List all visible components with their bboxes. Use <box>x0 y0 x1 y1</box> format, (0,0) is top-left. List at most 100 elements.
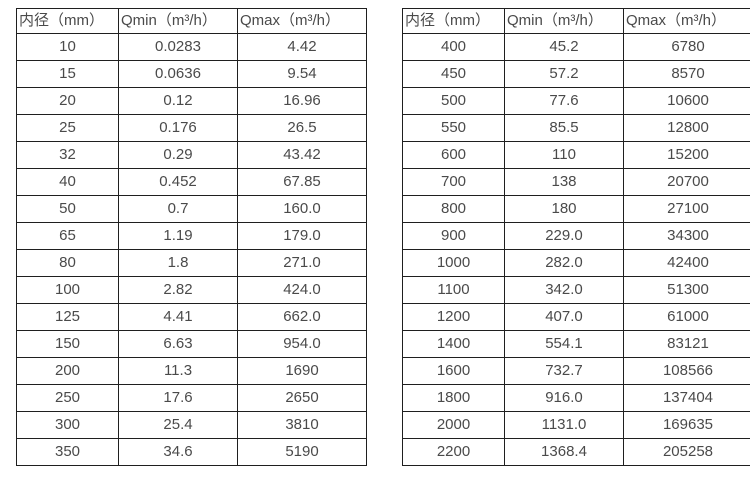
qmax-cell: 1690 <box>237 357 367 385</box>
qmax-cell: 61000 <box>623 303 750 331</box>
qmax-cell: 12800 <box>623 114 750 142</box>
diameter-cell: 500 <box>402 87 505 115</box>
diameter-cell: 15 <box>16 60 119 88</box>
diameter-cell: 600 <box>402 141 505 169</box>
diameter-cell: 2000 <box>402 411 505 439</box>
qmin-cell: 17.6 <box>118 384 238 412</box>
qmin-cell: 554.1 <box>504 330 624 358</box>
qmin-cell: 57.2 <box>504 60 624 88</box>
diameter-column-header: 内径（mm） <box>402 8 505 34</box>
table-row: 700 138 20700 <box>402 168 750 196</box>
qmin-cell: 85.5 <box>504 114 624 142</box>
diameter-cell: 1600 <box>402 357 505 385</box>
diameter-cell: 20 <box>16 87 119 115</box>
qmax-cell: 15200 <box>623 141 750 169</box>
table-row: 300 25.4 3810 <box>16 411 367 439</box>
table-row: 2000 1131.0 169635 <box>402 411 750 439</box>
qmax-cell: 108566 <box>623 357 750 385</box>
diameter-cell: 1100 <box>402 276 505 304</box>
table-row: 2200 1368.4 205258 <box>402 438 750 466</box>
qmin-cell: 0.7 <box>118 195 238 223</box>
qmax-cell: 2650 <box>237 384 367 412</box>
diameter-cell: 32 <box>16 141 119 169</box>
qmax-cell: 424.0 <box>237 276 367 304</box>
table-row: 800 180 27100 <box>402 195 750 223</box>
qmax-column-header: Qmax（m³/h） <box>237 8 367 34</box>
table-row: 80 1.8 271.0 <box>16 249 367 277</box>
qmin-cell: 229.0 <box>504 222 624 250</box>
qmax-cell: 27100 <box>623 195 750 223</box>
qmin-cell: 342.0 <box>504 276 624 304</box>
qmin-cell: 0.452 <box>118 168 238 196</box>
header-row: 内径（mm） Qmin（m³/h） Qmax（m³/h） <box>402 8 750 34</box>
table-row: 125 4.41 662.0 <box>16 303 367 331</box>
diameter-cell: 125 <box>16 303 119 331</box>
qmin-cell: 0.29 <box>118 141 238 169</box>
diameter-cell: 1200 <box>402 303 505 331</box>
qmin-column-header: Qmin（m³/h） <box>118 8 238 34</box>
table-row: 1800 916.0 137404 <box>402 384 750 412</box>
qmax-cell: 34300 <box>623 222 750 250</box>
qmin-cell: 1131.0 <box>504 411 624 439</box>
qmin-cell: 138 <box>504 168 624 196</box>
diameter-cell: 250 <box>16 384 119 412</box>
qmin-cell: 4.41 <box>118 303 238 331</box>
qmin-cell: 0.0636 <box>118 60 238 88</box>
table-row: 10 0.0283 4.42 <box>16 33 367 61</box>
diameter-cell: 50 <box>16 195 119 223</box>
table-row: 350 34.6 5190 <box>16 438 367 466</box>
qmin-cell: 6.63 <box>118 330 238 358</box>
diameter-cell: 800 <box>402 195 505 223</box>
qmax-cell: 67.85 <box>237 168 367 196</box>
qmax-cell: 16.96 <box>237 87 367 115</box>
qmax-column-header: Qmax（m³/h） <box>623 8 750 34</box>
qmin-cell: 1.8 <box>118 249 238 277</box>
qmin-cell: 1.19 <box>118 222 238 250</box>
qmin-cell: 732.7 <box>504 357 624 385</box>
qmin-cell: 34.6 <box>118 438 238 466</box>
qmin-cell: 110 <box>504 141 624 169</box>
diameter-column-header: 内径（mm） <box>16 8 119 34</box>
table-row: 400 45.2 6780 <box>402 33 750 61</box>
table-row: 1200 407.0 61000 <box>402 303 750 331</box>
flow-spec-table-large-diameters: 内径（mm） Qmin（m³/h） Qmax（m³/h） 400 45.2 6780 450… <box>402 8 750 466</box>
table-row: 20 0.12 16.96 <box>16 87 367 115</box>
qmin-cell: 2.82 <box>118 276 238 304</box>
table-row: 15 0.0636 9.54 <box>16 60 367 88</box>
diameter-cell: 1800 <box>402 384 505 412</box>
table-row: 50 0.7 160.0 <box>16 195 367 223</box>
qmin-cell: 11.3 <box>118 357 238 385</box>
table-row: 550 85.5 12800 <box>402 114 750 142</box>
qmin-cell: 0.0283 <box>118 33 238 61</box>
diameter-cell: 80 <box>16 249 119 277</box>
table-row: 500 77.6 10600 <box>402 87 750 115</box>
table-row: 100 2.82 424.0 <box>16 276 367 304</box>
qmax-cell: 954.0 <box>237 330 367 358</box>
qmin-cell: 1368.4 <box>504 438 624 466</box>
qmax-cell: 8570 <box>623 60 750 88</box>
qmin-column-header: Qmin（m³/h） <box>504 8 624 34</box>
qmax-cell: 662.0 <box>237 303 367 331</box>
table-row: 900 229.0 34300 <box>402 222 750 250</box>
diameter-cell: 400 <box>402 33 505 61</box>
table-row: 1400 554.1 83121 <box>402 330 750 358</box>
table-row: 1600 732.7 108566 <box>402 357 750 385</box>
qmax-cell: 169635 <box>623 411 750 439</box>
qmax-cell: 9.54 <box>237 60 367 88</box>
flow-spec-table-small-diameters: 内径（mm） Qmin（m³/h） Qmax（m³/h） 10 0.0283 4.42 15… <box>16 8 367 466</box>
table-row: 250 17.6 2650 <box>16 384 367 412</box>
diameter-cell: 150 <box>16 330 119 358</box>
diameter-cell: 300 <box>16 411 119 439</box>
qmax-cell: 51300 <box>623 276 750 304</box>
diameter-cell: 1000 <box>402 249 505 277</box>
qmax-cell: 160.0 <box>237 195 367 223</box>
diameter-cell: 2200 <box>402 438 505 466</box>
qmin-cell: 0.176 <box>118 114 238 142</box>
diameter-cell: 350 <box>16 438 119 466</box>
header-row: 内径（mm） Qmin（m³/h） Qmax（m³/h） <box>16 8 367 34</box>
table-row: 25 0.176 26.5 <box>16 114 367 142</box>
qmax-cell: 5190 <box>237 438 367 466</box>
qmin-cell: 407.0 <box>504 303 624 331</box>
qmax-cell: 4.42 <box>237 33 367 61</box>
